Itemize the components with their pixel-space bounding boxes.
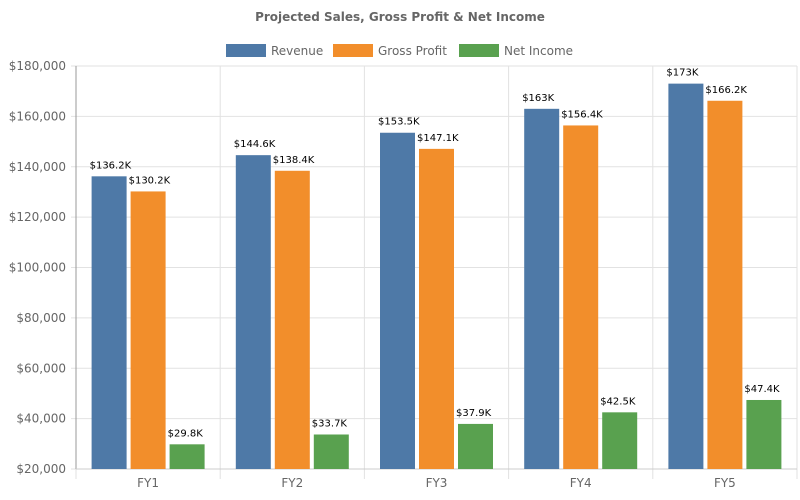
bar-net-income-fy1	[169, 444, 205, 469]
bar-gross-profit-fy4	[563, 125, 599, 469]
data-label: $173K	[666, 68, 698, 79]
bar-revenue-fy5	[668, 83, 704, 469]
bar-net-income-fy5	[746, 399, 782, 469]
data-label: $130.2K	[129, 175, 171, 186]
data-label: $147.1K	[417, 133, 459, 144]
data-label: $166.2K	[705, 85, 747, 96]
bar-revenue-fy1	[91, 176, 127, 470]
bar-net-income-fy3	[458, 423, 493, 469]
legend-swatch-net-income	[459, 44, 499, 57]
y-tick-label: $20,000	[16, 462, 66, 476]
axes: $20,000 $40,000 $60,000 $80,000 $100,000 $120…	[9, 59, 797, 490]
chart-title: Projected Sales, Gross Profit & Net Inco…	[255, 10, 545, 24]
data-label: $156.4K	[561, 109, 603, 120]
y-tick-label: $160,000	[9, 109, 66, 123]
bar-gross-profit-fy5	[707, 100, 743, 469]
x-tick-label: FY1	[137, 476, 159, 490]
data-label: $42.5K	[600, 396, 636, 407]
y-tick-label: $100,000	[9, 261, 66, 275]
data-label: $47.4K	[744, 384, 780, 395]
bar-gross-profit-fy1	[130, 191, 166, 469]
bar-gross-profit-fy3	[419, 148, 454, 469]
legend-swatch-revenue	[226, 44, 266, 57]
x-tick-label: FY4	[570, 476, 592, 490]
x-tick-label: FY2	[281, 476, 303, 490]
y-tick-label: $80,000	[16, 311, 66, 325]
bar-revenue-fy4	[524, 108, 560, 469]
bar-revenue-fy2	[235, 155, 271, 469]
bar-revenue-fy3	[380, 132, 415, 469]
y-tick-label: $120,000	[9, 210, 66, 224]
data-label: $153.5K	[378, 117, 420, 128]
data-label: $163K	[522, 93, 554, 104]
x-tick-label: FY3	[426, 476, 448, 490]
y-tick-label: $40,000	[16, 412, 66, 426]
x-tick-label: FY5	[714, 476, 736, 490]
legend-swatch-gross-profit	[333, 44, 373, 57]
data-label: $136.2K	[90, 160, 132, 171]
legend-label: Net Income	[504, 44, 573, 58]
bars: $136.2K $130.2K $29.8K $144.6K $138.4K $33.7K…	[90, 68, 782, 470]
y-tick-label: $140,000	[9, 160, 66, 174]
y-tick-label: $180,000	[9, 59, 66, 73]
bar-net-income-fy2	[313, 434, 349, 469]
legend: Revenue Gross Profit Net Income	[226, 44, 573, 58]
bar-gross-profit-fy2	[274, 170, 310, 469]
data-label: $33.7K	[312, 418, 348, 429]
legend-label: Gross Profit	[378, 44, 447, 58]
data-label: $37.9K	[456, 408, 492, 419]
data-label: $138.4K	[273, 155, 315, 166]
data-label: $29.8K	[168, 428, 204, 439]
data-label: $144.6K	[234, 139, 276, 150]
bar-net-income-fy4	[602, 412, 638, 469]
y-tick-label: $60,000	[16, 361, 66, 375]
legend-label: Revenue	[271, 44, 323, 58]
